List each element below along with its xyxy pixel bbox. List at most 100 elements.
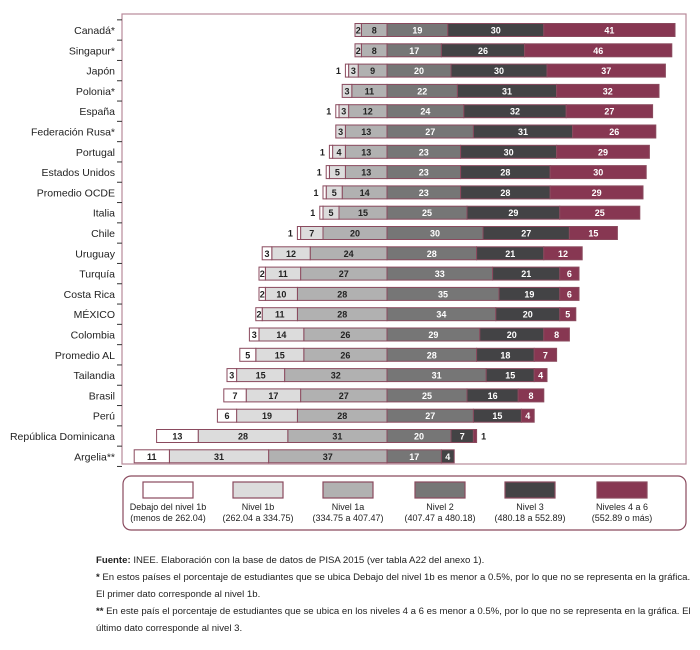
data-label-below1b: 3 <box>229 371 234 381</box>
data-label-l2: 27 <box>425 127 435 137</box>
data-label-l1b: 2 <box>356 46 361 56</box>
data-label-l1b: 31 <box>214 452 224 462</box>
data-label-l1a: 32 <box>331 371 341 381</box>
data-label-l2: 20 <box>414 432 424 442</box>
bar-row-mexico: 28 11 2 34 20 5 <box>255 307 577 322</box>
data-label-l46: 1 <box>481 432 486 442</box>
category-label-promedio-ocde: Promedio OCDE <box>37 187 115 199</box>
bar-segment-below1b <box>216 408 238 423</box>
data-label-l1b: 11 <box>278 269 288 279</box>
data-label-below1b: 13 <box>172 432 182 442</box>
category-label-mexico: MÉXICO <box>74 308 115 321</box>
bar-row-promedio-ocde: 14 5 23 28 29 <box>322 185 644 200</box>
data-label-l46: 8 <box>528 391 533 401</box>
data-label-l46: 8 <box>554 330 559 340</box>
data-label-l46: 7 <box>543 350 548 360</box>
footnote-1-mark: * <box>96 572 100 583</box>
bar-segment-l46 <box>568 226 618 240</box>
bar-segment-l1b <box>354 23 362 37</box>
data-label-l2: 25 <box>422 208 432 218</box>
data-label-below1b: 2 <box>256 310 261 320</box>
bar-row-turquia: 27 11 2 33 21 6 <box>258 266 580 281</box>
data-label-l1b: 5 <box>332 188 337 198</box>
bar-segment-below1b <box>258 286 266 301</box>
bar-row-federacion-rusa: 13 3 27 31 26 <box>335 124 657 139</box>
bar-row-colombia: 26 14 3 29 20 8 <box>248 327 570 342</box>
data-label-l46: 6 <box>567 269 572 279</box>
data-label-below1b: 3 <box>252 330 257 340</box>
data-label-l3: 31 <box>518 127 528 137</box>
bar-segment-below1b <box>156 429 199 443</box>
data-label-l2: 17 <box>409 46 419 56</box>
bar-row-brasil: 27 17 7 25 16 8 <box>223 388 545 403</box>
data-label-l3: 30 <box>491 26 501 36</box>
bar-segment-l46 <box>559 205 641 220</box>
data-label-l3: 30 <box>494 66 504 76</box>
bar-segment-below1b <box>335 104 340 119</box>
data-label-l46: 6 <box>567 289 572 299</box>
data-label-l2: 35 <box>438 289 448 299</box>
legend-range: (480.18 a 552.89) <box>494 513 565 523</box>
legend-range: (menos de 262.04) <box>130 513 206 523</box>
data-label-below1b: 2 <box>260 269 265 279</box>
category-label-polonia: Polonia* <box>76 86 115 98</box>
data-label-l1b: 17 <box>268 391 278 401</box>
data-label-l3: 20 <box>507 330 517 340</box>
data-label-l2: 29 <box>428 330 438 340</box>
legend-label: Nivel 2 <box>426 502 454 512</box>
legend-item-l2: Nivel 2(407.47 a 480.18) <box>404 481 476 523</box>
bar-segment-l46 <box>565 104 654 119</box>
data-label-l3: 21 <box>521 269 531 279</box>
data-label-l2: 23 <box>419 188 429 198</box>
data-label-l3: 15 <box>492 411 502 421</box>
legend-item-below1b: Debajo del nivel 1b(menos de 262.04) <box>130 481 206 523</box>
legend: Debajo del nivel 1b(menos de 262.04) Nive… <box>130 481 653 523</box>
data-label-l46: 15 <box>588 229 598 239</box>
category-label-estados-unidos: Estados Unidos <box>41 167 115 179</box>
data-label-l46: 30 <box>593 168 603 178</box>
data-label-l3: 29 <box>508 208 518 218</box>
legend-range: (552.89 o más) <box>592 513 653 523</box>
legend-label: Nivel 1a <box>332 502 365 512</box>
bar-segment-below1b <box>226 368 238 383</box>
bar-segment-below1b <box>319 205 324 220</box>
data-label-l46: 29 <box>598 147 608 157</box>
data-label-l1b: 28 <box>238 432 248 442</box>
category-axis: Canadá* Singapur* Japón Polonia* España Feder… <box>10 19 122 467</box>
category-label-turquia: Turquía <box>79 269 115 281</box>
data-label-below1b: 1 <box>320 147 325 157</box>
chart-notes: Fuente: INEE. Elaboración con la base de… <box>96 552 696 637</box>
bar-row-espana: 12 3 24 32 27 <box>335 104 654 119</box>
bar-segment-l46 <box>543 246 583 261</box>
bar-row-canada: 8 2 19 30 41 <box>354 23 676 37</box>
footnote-1-text: En estos países el porcentaje de estudia… <box>96 572 691 600</box>
bar-segment-l46 <box>543 23 676 37</box>
legend-item-l1b: Nivel 1b(262.04 a 334.75) <box>222 481 294 523</box>
bar-row-republica-dominicana: 31 28 13 20 7 <box>156 429 478 443</box>
stacked-bar-chart: Canadá* Singapur* Japón Polonia* España Feder… <box>10 13 687 531</box>
data-label-below1b: 3 <box>264 249 269 259</box>
bar-segment-l46 <box>549 185 644 200</box>
data-label-below1b: 1 <box>326 107 331 117</box>
data-label-l46: 5 <box>565 310 570 320</box>
data-label-l1a: 11 <box>365 86 375 96</box>
bar-row-uruguay: 24 12 3 28 21 12 <box>261 246 583 261</box>
data-label-l2: 27 <box>425 411 435 421</box>
bar-row-promedio-al: 26 15 5 28 18 7 <box>239 347 558 362</box>
data-label-below1b: 1 <box>310 208 315 218</box>
data-label-below1b: 1 <box>288 229 293 239</box>
source-label: Fuente: <box>96 555 131 566</box>
plot-frame <box>121 13 687 465</box>
legend-swatch <box>322 481 374 499</box>
data-label-l1a: 28 <box>337 289 347 299</box>
bar-segment-l46 <box>556 83 660 98</box>
data-label-l2: 28 <box>427 350 437 360</box>
bar-segment-below1b <box>248 327 260 342</box>
data-label-l46: 4 <box>538 371 543 381</box>
data-label-l2: 24 <box>420 107 430 117</box>
data-label-l1a: 13 <box>361 127 371 137</box>
data-label-l1b: 10 <box>276 289 286 299</box>
data-label-l1a: 13 <box>361 168 371 178</box>
data-label-l1a: 26 <box>340 330 350 340</box>
legend-range: (262.04 a 334.75) <box>222 513 293 523</box>
